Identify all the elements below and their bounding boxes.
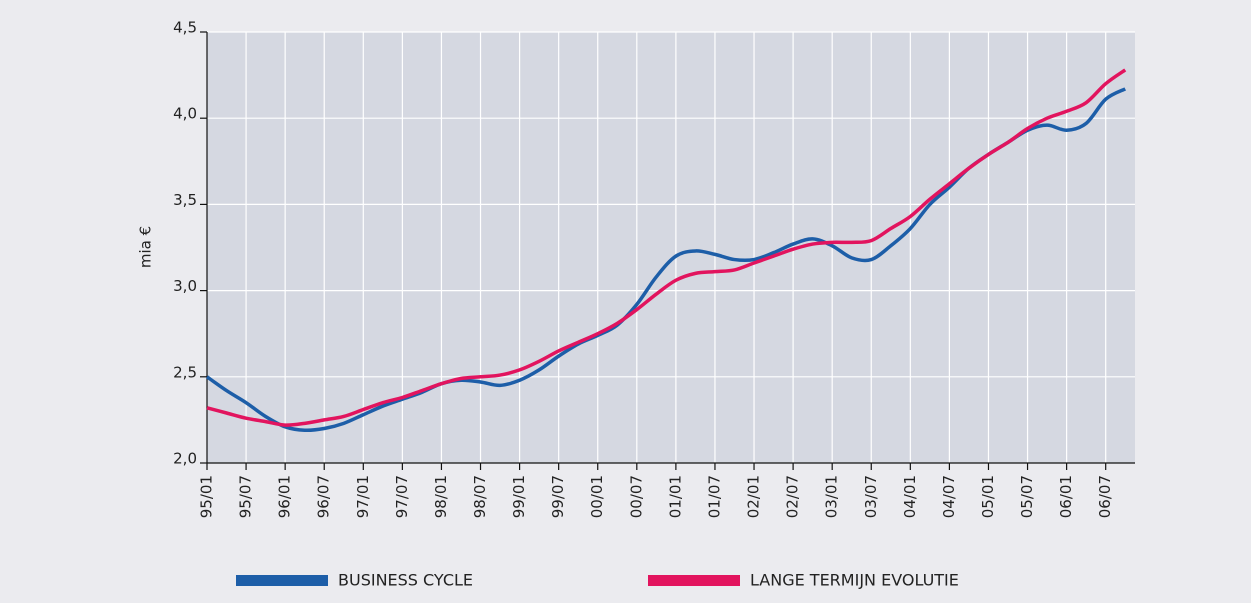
y-tick-label: 2,5	[173, 363, 197, 381]
legend-label: LANGE TERMIJN EVOLUTIE	[750, 571, 959, 590]
y-axis-label: mia €	[137, 226, 155, 268]
line-series	[206, 68, 1127, 427]
y-tick-label: 2,0	[173, 450, 197, 468]
y-tick-label: 3,0	[173, 277, 197, 295]
x-tick-label: 95/01	[198, 475, 216, 518]
legend-swatch	[648, 575, 740, 586]
x-tick-label: 03/07	[862, 475, 880, 518]
y-tick-label: 3,5	[173, 191, 197, 209]
x-tick-label: 95/07	[237, 475, 255, 518]
plot-area	[207, 32, 1135, 463]
x-tick-label: 02/01	[745, 475, 763, 518]
x-tick-label: 04/07	[940, 475, 958, 518]
x-tick-label: 99/07	[549, 475, 567, 518]
x-tick-label: 98/07	[471, 475, 489, 518]
legend-swatch	[236, 575, 328, 586]
x-tick-label: 05/07	[1018, 475, 1036, 518]
legend-label: BUSINESS CYCLE	[338, 571, 473, 590]
x-tick-label: 06/01	[1057, 475, 1075, 518]
x-tick-label: 00/01	[588, 475, 606, 518]
x-tick-label: 97/07	[393, 475, 411, 518]
y-tick-label: 4,0	[173, 105, 197, 123]
x-tick-label: 03/01	[823, 475, 841, 518]
x-tick-label: 01/07	[705, 475, 723, 518]
x-tick-label: 05/01	[979, 475, 997, 518]
x-tick-label: 99/01	[510, 475, 528, 518]
x-tick-label: 00/07	[627, 475, 645, 518]
x-tick-label: 96/07	[315, 475, 333, 518]
y-tick-label: 4,5	[173, 19, 197, 37]
x-tick-label: 04/01	[901, 475, 919, 518]
x-tick-label: 02/07	[784, 475, 802, 518]
x-tick-label: 01/01	[666, 475, 684, 518]
x-tick-label: 98/01	[432, 475, 450, 518]
x-tick-label: 06/07	[1096, 475, 1114, 518]
x-tick-label: 97/01	[354, 475, 372, 518]
x-tick-label: 96/01	[276, 475, 294, 518]
